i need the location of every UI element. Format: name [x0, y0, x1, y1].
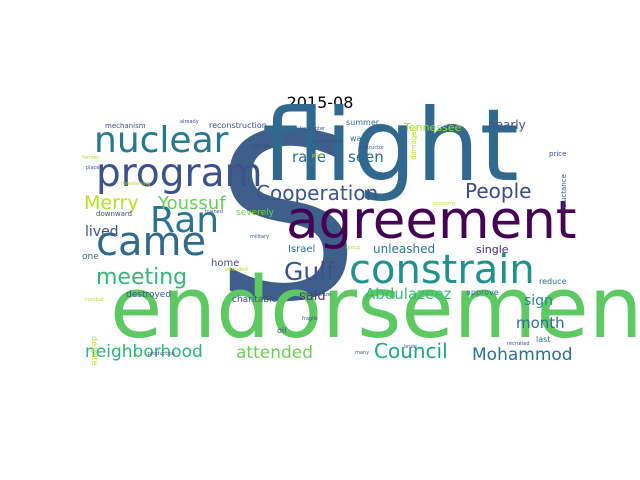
- word-reduce: reduce: [539, 277, 567, 286]
- word-severely: severely: [236, 208, 275, 218]
- word-already: already: [180, 119, 199, 125]
- word-economy: economy: [433, 201, 456, 207]
- word-mohammod: Mohammod: [472, 345, 573, 365]
- word-many: many: [355, 350, 369, 356]
- word-one: one: [82, 252, 99, 262]
- word-instructor: instructor: [360, 145, 385, 151]
- word-israel: Israel: [288, 244, 315, 255]
- word-youssuf: Youssuf: [157, 193, 226, 214]
- word-s: S: [214, 86, 360, 353]
- word-group: group: [346, 245, 361, 251]
- word-gulf: Gulf: [284, 257, 336, 286]
- word-damaged: damaged: [410, 127, 418, 160]
- word-people: People: [465, 179, 531, 203]
- word-war: war: [350, 134, 365, 143]
- word-nuclear: nuclear: [94, 120, 229, 161]
- word-threatening: threatening: [121, 181, 150, 187]
- word-trained: trained: [205, 209, 223, 215]
- word-military: military: [250, 234, 269, 240]
- word-destroyed: destroyed: [126, 290, 171, 300]
- word-mechanism: mechanism: [105, 122, 146, 130]
- word-agreement: agreement: [286, 190, 577, 251]
- word-home: home: [211, 258, 239, 269]
- word-bride: bride: [404, 344, 417, 350]
- word-came: came: [96, 219, 206, 265]
- word-charitable: charitable: [232, 295, 278, 305]
- word-constrain: constrain: [349, 247, 535, 293]
- word-former: former: [82, 155, 100, 161]
- word-said: said: [299, 289, 326, 304]
- word-helicopter: helicopter: [300, 126, 326, 132]
- word-destabilize: destabilize: [304, 292, 331, 298]
- word-flight: flight: [262, 87, 519, 204]
- word-endorsement: endorsement: [110, 259, 640, 358]
- word-reluctance: reluctance: [560, 174, 568, 211]
- word-program: program: [96, 151, 262, 196]
- word-fragile: fragile: [302, 316, 318, 322]
- word-last: last: [536, 335, 550, 344]
- word-unleashed: unleashed: [373, 242, 435, 256]
- word-production: production: [148, 351, 175, 357]
- word-recruited: recruited: [507, 341, 530, 347]
- word-month: month: [516, 314, 565, 332]
- word-single: single: [476, 243, 509, 256]
- word-nearly: nearly: [488, 118, 526, 132]
- word-oil: oil: [277, 326, 286, 335]
- word-downward: downward: [96, 210, 132, 218]
- word-council: Council: [374, 339, 448, 363]
- word-attended: attended: [236, 343, 313, 363]
- word-neighborhood: neighborhood: [85, 342, 203, 362]
- word-sign: sign: [524, 293, 553, 309]
- word-place: place: [86, 165, 99, 171]
- word-ran: Ran: [150, 200, 219, 241]
- word-pilot: pilot: [312, 153, 323, 159]
- word-abdulazeez: Abdulazeez: [365, 285, 452, 303]
- word-rage: rage: [292, 148, 326, 166]
- word-summer: summer: [346, 118, 380, 127]
- word-approve: approve: [466, 288, 499, 297]
- word-attended: attended: [225, 267, 248, 273]
- word-despite: despite: [90, 336, 99, 366]
- word-government: government: [312, 139, 343, 145]
- word-cooperation: Cooperation: [256, 181, 378, 205]
- word-price: price: [549, 150, 566, 158]
- figure-title: 2015-08: [286, 93, 354, 112]
- word-combat: combat: [85, 297, 104, 303]
- word-spiral: spiral: [250, 142, 269, 150]
- word-meeting: meeting: [96, 265, 187, 290]
- word-tennessee: Tennessee: [403, 121, 462, 134]
- word-merry: Merry: [84, 192, 139, 214]
- word-reconstruction: reconstruction: [209, 121, 267, 130]
- word-lived: lived: [85, 224, 119, 240]
- word-seen: seen: [348, 148, 384, 166]
